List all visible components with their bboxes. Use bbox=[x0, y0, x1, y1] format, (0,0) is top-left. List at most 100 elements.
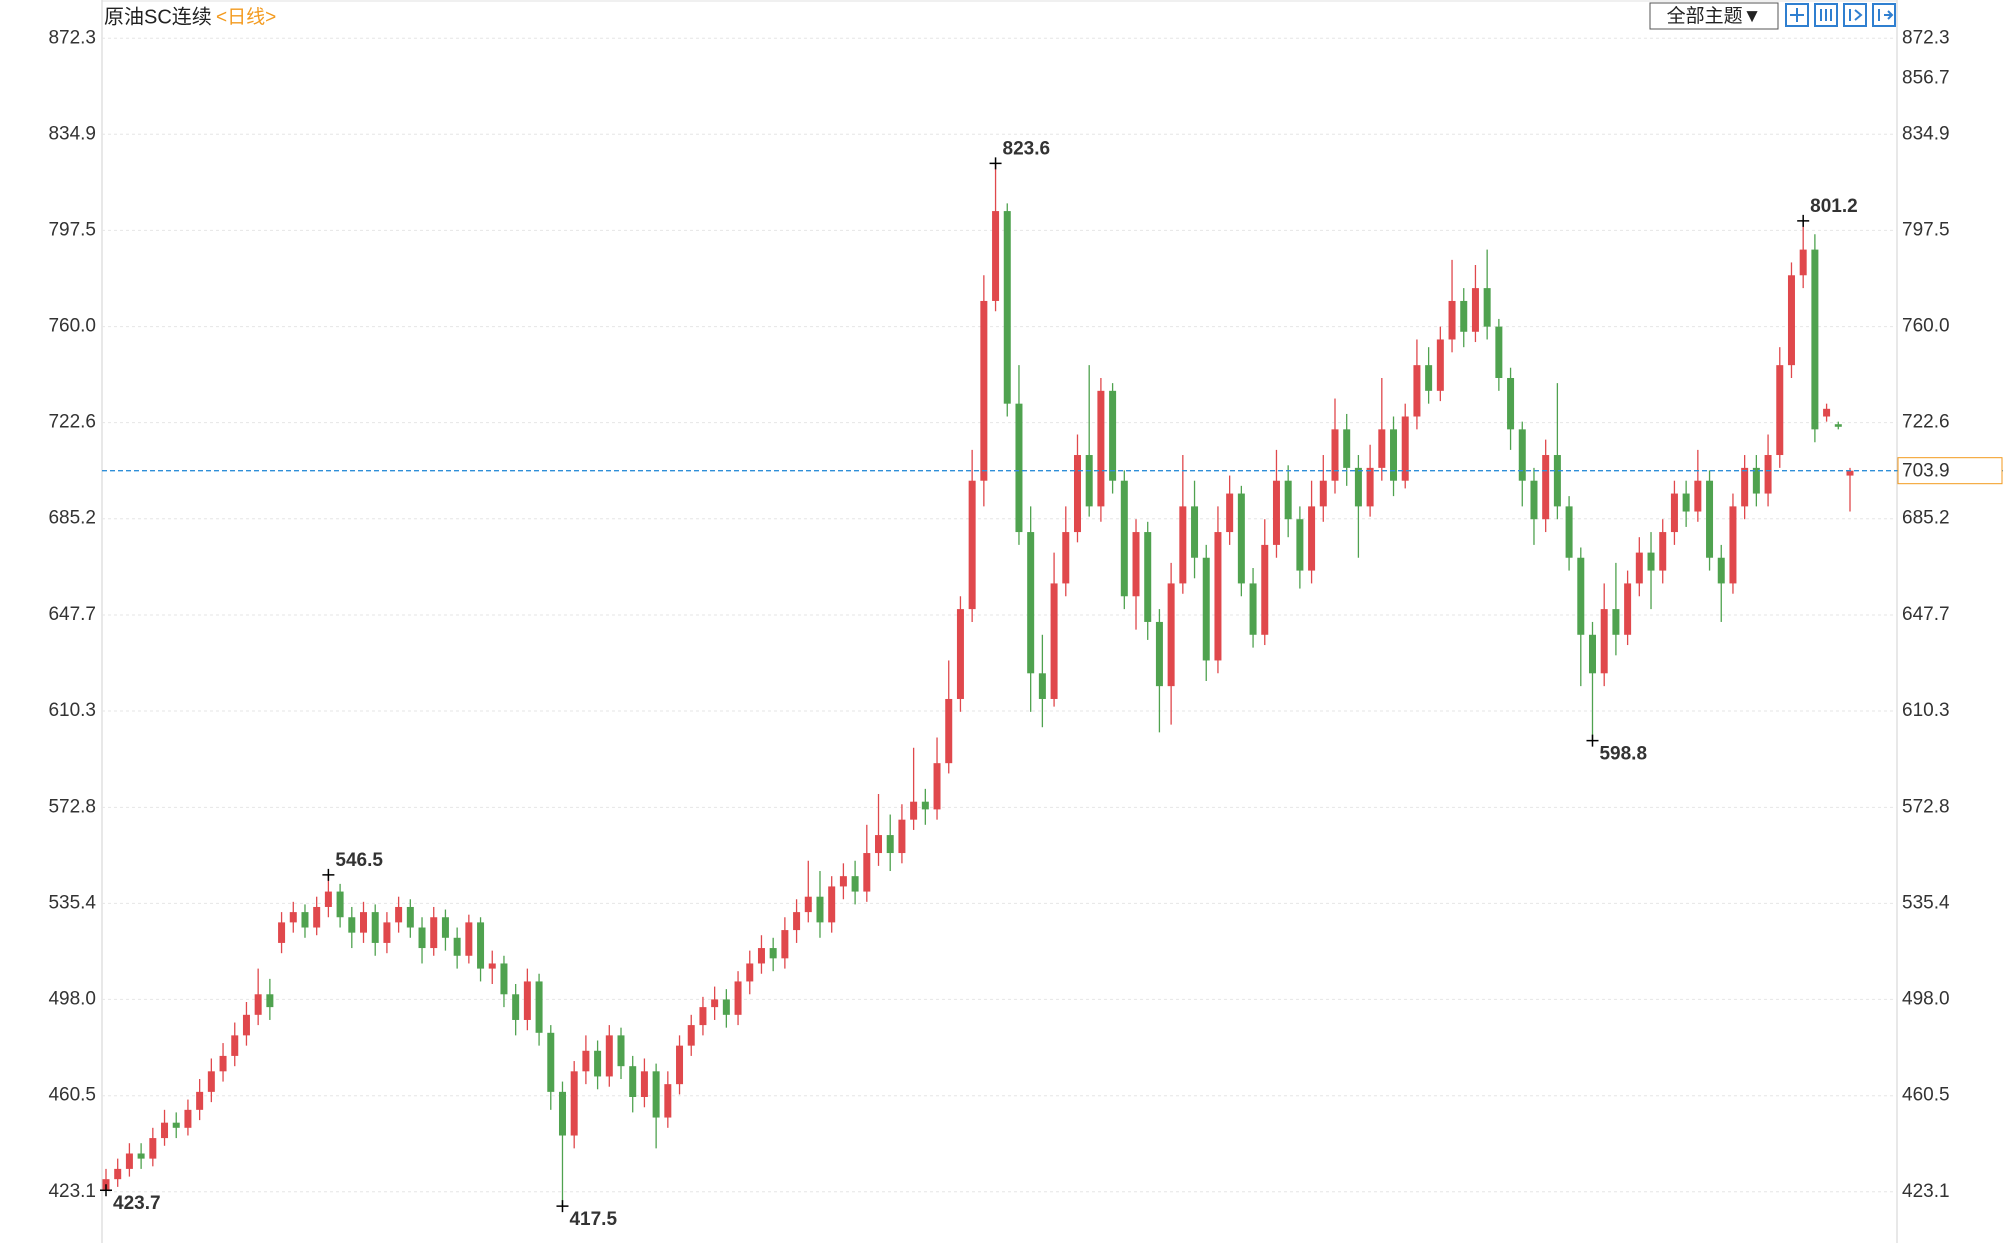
candle-body bbox=[968, 480, 976, 610]
candle-body bbox=[465, 922, 473, 956]
candle-body bbox=[816, 896, 824, 923]
candle-body bbox=[1308, 506, 1316, 571]
candle-body bbox=[313, 906, 321, 928]
candle-body bbox=[161, 1122, 169, 1139]
candle-body bbox=[746, 963, 754, 982]
high-label: 823.6 bbox=[1003, 138, 1051, 159]
candle-body bbox=[1776, 365, 1784, 456]
y-tick-label: 535.4 bbox=[48, 892, 96, 913]
y-tick-label-right: 572.8 bbox=[1902, 796, 1950, 817]
candle-body bbox=[839, 876, 847, 887]
tool-icon[interactable] bbox=[1785, 3, 1809, 27]
y-tick-label: 610.3 bbox=[48, 700, 96, 721]
candle-body bbox=[1834, 424, 1842, 427]
candle-body bbox=[430, 917, 438, 949]
candle-body bbox=[453, 937, 461, 956]
y-tick-label: 797.5 bbox=[48, 219, 96, 240]
candle-body bbox=[687, 1025, 695, 1046]
candle-body bbox=[699, 1007, 707, 1026]
candle-body bbox=[360, 912, 368, 933]
candle-body bbox=[1366, 467, 1374, 507]
candle-body bbox=[1577, 557, 1585, 635]
y-tick-label: 647.7 bbox=[48, 604, 96, 625]
candle-body bbox=[617, 1035, 625, 1067]
candle-body bbox=[570, 1071, 578, 1136]
candle-body bbox=[1741, 467, 1749, 507]
y-tick-label: 685.2 bbox=[48, 508, 96, 529]
candle-body bbox=[1588, 634, 1596, 674]
extreme-marker bbox=[100, 1184, 112, 1197]
candle-body bbox=[1507, 377, 1515, 430]
candle-body bbox=[547, 1032, 555, 1092]
y-tick-label: 722.6 bbox=[48, 412, 96, 433]
candle-body bbox=[1764, 455, 1772, 494]
candle-body bbox=[1530, 480, 1538, 520]
candle-body bbox=[1027, 532, 1035, 674]
candle-body bbox=[500, 963, 508, 995]
candle-body bbox=[1155, 621, 1163, 687]
low-label: 598.8 bbox=[1599, 744, 1647, 765]
candle-body bbox=[1483, 288, 1491, 327]
candle-body bbox=[1062, 532, 1070, 584]
candle-body bbox=[1647, 552, 1655, 571]
tool-icon[interactable] bbox=[1872, 3, 1896, 27]
candle-body bbox=[1752, 467, 1760, 494]
candle-body bbox=[1085, 455, 1093, 507]
theme-button[interactable] bbox=[1649, 2, 1779, 30]
low-label: 417.5 bbox=[569, 1209, 617, 1230]
candle-body bbox=[1296, 519, 1304, 571]
extreme-marker bbox=[556, 1200, 569, 1213]
candle-body bbox=[594, 1050, 602, 1077]
candle-body bbox=[512, 994, 520, 1020]
candle-body bbox=[1120, 480, 1128, 597]
marker-price-label: 856.7 bbox=[1902, 67, 1950, 88]
candle-body bbox=[383, 922, 391, 943]
candle-body bbox=[114, 1168, 122, 1180]
chart-title: 原油SC连续 bbox=[104, 5, 212, 28]
candle-body bbox=[289, 912, 297, 923]
y-tick-label-right: 460.5 bbox=[1902, 1085, 1950, 1106]
extreme-marker bbox=[322, 868, 335, 881]
last-price-label: 703.9 bbox=[1902, 461, 1950, 482]
candle-body bbox=[535, 981, 543, 1033]
y-tick-label: 834.9 bbox=[48, 123, 96, 144]
tool-icon[interactable] bbox=[1814, 3, 1838, 27]
candle-body bbox=[1038, 673, 1046, 699]
theme-button-label[interactable]: 全部主题▼ bbox=[1667, 5, 1762, 27]
candle-body bbox=[1460, 300, 1468, 332]
tool-icon[interactable] bbox=[1843, 3, 1867, 27]
candle-body bbox=[1823, 408, 1831, 417]
candle-body bbox=[125, 1153, 133, 1169]
candle-body bbox=[558, 1091, 566, 1136]
y-tick-label-right: 797.5 bbox=[1902, 219, 1950, 240]
candle-body bbox=[278, 922, 286, 943]
candle-body bbox=[652, 1071, 660, 1118]
candle-body bbox=[1261, 544, 1269, 635]
candle-body bbox=[1319, 480, 1327, 507]
candle-body bbox=[1694, 480, 1702, 512]
candle-body bbox=[828, 886, 836, 923]
extreme-marker bbox=[989, 157, 1002, 170]
low-label: 423.7 bbox=[113, 1193, 161, 1214]
y-tick-label-right: 722.6 bbox=[1902, 412, 1950, 433]
candle-body bbox=[921, 801, 929, 810]
candle-body bbox=[1003, 211, 1011, 404]
candle-body bbox=[324, 891, 332, 907]
candle-body bbox=[1191, 506, 1199, 558]
candle-body bbox=[523, 981, 531, 1020]
candle-body bbox=[1354, 467, 1362, 507]
candle-body bbox=[1448, 300, 1456, 340]
candle-body bbox=[605, 1035, 613, 1077]
candle-body bbox=[1811, 249, 1819, 430]
candle-body bbox=[1378, 429, 1386, 468]
candle-body bbox=[1249, 583, 1257, 635]
candle-body bbox=[1495, 326, 1503, 378]
candle-body bbox=[137, 1153, 145, 1159]
candle-body bbox=[336, 891, 344, 918]
candle-body bbox=[769, 948, 777, 959]
candle-body bbox=[254, 994, 262, 1015]
candle-body bbox=[898, 819, 906, 854]
candle-body bbox=[1272, 480, 1280, 545]
candle-body bbox=[722, 999, 730, 1015]
